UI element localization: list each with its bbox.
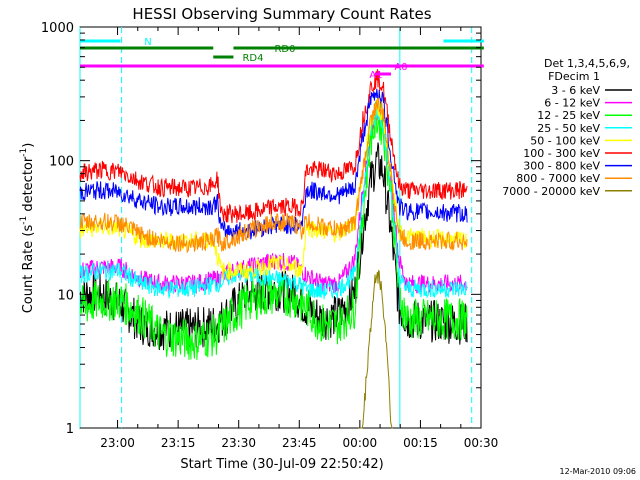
legend-header-line: Det 1,3,4,5,6,9,: [544, 57, 630, 70]
x-tick-label: 00:15: [403, 436, 438, 450]
legend-entry-label: 12 - 25 keV: [537, 109, 600, 122]
x-tick-label: 23:45: [282, 436, 317, 450]
series-line: [79, 97, 468, 254]
legend-header-line: FDecim 1: [548, 70, 600, 83]
legend-entry-label: 3 - 6 keV: [551, 84, 600, 97]
series-line: [79, 109, 468, 300]
series-line: [79, 69, 468, 224]
chart-title: HESSI Observing Summary Count Rates: [132, 5, 431, 23]
attenuator-bars: RD0 RD4 N A0 A1: [80, 37, 484, 81]
y-tick-label: 1000: [41, 21, 74, 36]
legend-entry-label: 50 - 100 keV: [530, 134, 600, 147]
legend-entry-label: 25 - 50 keV: [537, 122, 600, 135]
attenuator-label: RD4: [242, 53, 263, 64]
legend-entry-label: 6 - 12 keV: [544, 97, 600, 110]
x-tick-label: 00:30: [464, 436, 499, 450]
attenuator-label: A1: [369, 70, 382, 81]
y-tick-label: 1: [66, 422, 74, 437]
legend-entry-label: 7000 - 20000 keV: [502, 185, 600, 198]
x-tick-label: 23:00: [100, 436, 135, 450]
series-layer: [79, 69, 468, 429]
axes-layer: 23:00 23:15 23:30 23:45 00:00 00:15 00:30 1 10 10…: [41, 21, 498, 450]
x-axis-label: Start Time (30-Jul-09 22:50:42): [180, 457, 383, 472]
attenuator-label: N: [144, 37, 151, 48]
attenuator-label: A0: [394, 62, 407, 73]
y-axis-label-sup: -1: [19, 216, 29, 225]
legend-entry-label: 300 - 800 keV: [523, 160, 600, 173]
y-axis-label-part: detector: [21, 156, 36, 216]
x-tick-label: 23:15: [161, 436, 196, 450]
y-axis-label-part: ): [21, 143, 36, 148]
timestamp: 12-Mar-2010 09:06: [560, 467, 637, 476]
y-axis-label-part: Count Rate (s: [21, 225, 36, 314]
y-axis-label-sup: -1: [19, 148, 29, 157]
y-tick-label: 10: [57, 288, 74, 303]
attenuator-label: RD0: [274, 44, 295, 55]
x-tick-label: 00:00: [343, 436, 378, 450]
series-line: [358, 269, 393, 429]
legend-entry-label: 800 - 7000 keV: [516, 172, 600, 185]
legend-entry-label: 100 - 300 keV: [523, 147, 600, 160]
x-tick-label: 23:30: [221, 436, 256, 450]
y-tick-label: 100: [49, 155, 74, 170]
series-line: [79, 101, 468, 360]
y-axis-label: Count Rate (s-1 detector-1): [19, 143, 36, 314]
